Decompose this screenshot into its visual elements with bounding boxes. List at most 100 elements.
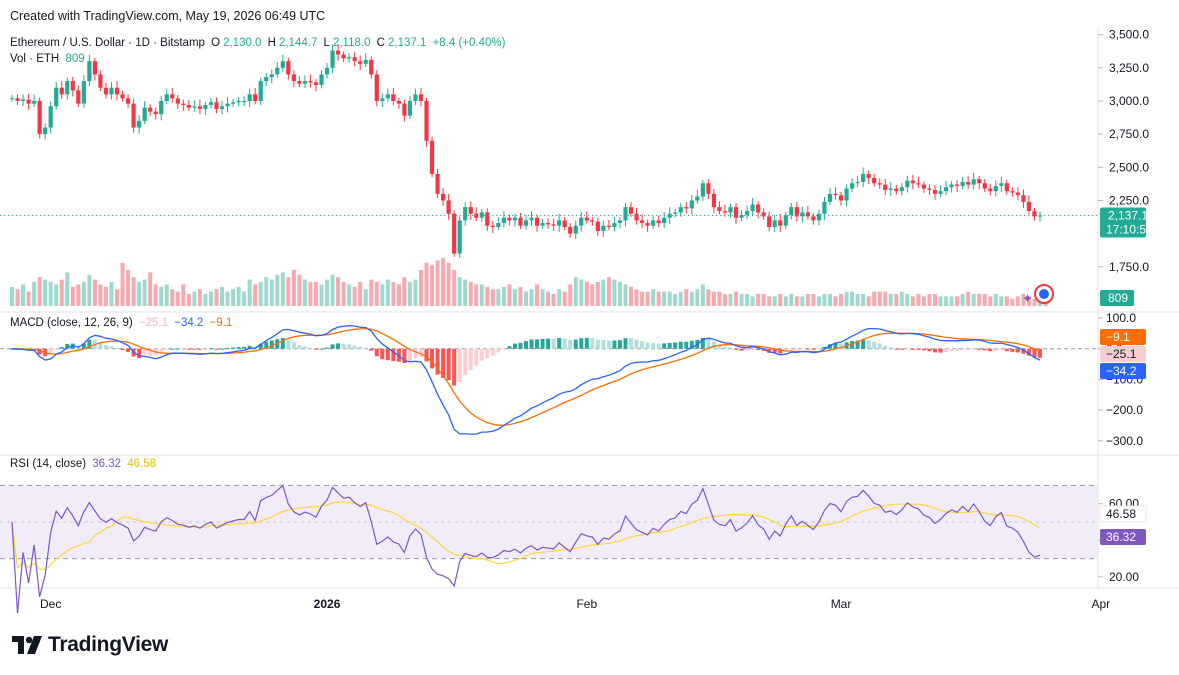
- candle-body: [540, 223, 545, 226]
- candle-body: [87, 61, 92, 82]
- volume-bar: [391, 282, 396, 306]
- volume-bar: [76, 284, 81, 306]
- candle-body: [247, 94, 252, 101]
- macd-histogram-bar: [468, 348, 473, 370]
- macd-histogram-bar: [910, 348, 915, 350]
- volume-tag: [1100, 290, 1134, 306]
- macd-histogram-bar: [982, 348, 987, 351]
- candle-body: [37, 100, 42, 135]
- candle-body: [866, 173, 871, 178]
- candle-body: [302, 81, 308, 84]
- macd-histogram-bar: [441, 348, 446, 378]
- volume-bar: [452, 270, 457, 306]
- candle-body: [308, 81, 313, 83]
- candle-body: [534, 217, 540, 226]
- candle-body: [131, 103, 136, 128]
- macd-histogram-bar: [606, 340, 611, 349]
- candle-body: [181, 103, 186, 105]
- volume-bar: [70, 286, 75, 306]
- macd-histogram-bar: [767, 348, 772, 353]
- candle-body: [877, 183, 882, 185]
- macd-label[interactable]: MACD (close, 12, 26, 9): [10, 317, 133, 329]
- macd-histogram-bar: [336, 343, 341, 349]
- volume-bar: [48, 282, 53, 306]
- candle-body: [407, 100, 413, 116]
- candle-body: [164, 94, 169, 101]
- candle-body: [1021, 195, 1026, 202]
- candle-body: [733, 207, 739, 218]
- candle-body: [894, 188, 899, 192]
- price-legend: Ethereum / U.S. Dollar · 1D · Bitstamp O…: [10, 37, 508, 49]
- candle-body: [872, 177, 877, 184]
- volume-bar: [584, 282, 589, 306]
- flag-event-dot: [1039, 289, 1049, 299]
- volume-bar: [1004, 296, 1009, 306]
- candle-body: [214, 102, 219, 109]
- volume-bar: [418, 270, 423, 306]
- time-tick-label: Apr: [1091, 597, 1110, 611]
- candle-body: [142, 107, 147, 121]
- macd-histogram-bar: [496, 348, 501, 353]
- macd-hist-value: −25.1: [138, 317, 169, 329]
- volume-bar: [689, 291, 694, 306]
- candle-body: [899, 187, 904, 192]
- volume-bar: [894, 294, 899, 306]
- macd-tick-label: 100.0: [1106, 311, 1136, 325]
- macd-histogram-bar: [418, 348, 423, 357]
- macd-histogram-bar: [822, 346, 827, 349]
- macd-histogram-bar: [1010, 348, 1015, 352]
- rsi-label[interactable]: RSI (14, close): [10, 458, 87, 470]
- macd-histogram-bar: [109, 346, 114, 349]
- macd-line: [11, 324, 1041, 435]
- macd-histogram-bar: [535, 339, 540, 349]
- volume-bar: [297, 274, 302, 306]
- volume-bar: [568, 284, 573, 306]
- candle-body: [838, 195, 844, 201]
- volume-bar: [971, 294, 976, 306]
- volume-bar: [159, 286, 164, 306]
- volume-label[interactable]: Vol · ETH: [10, 53, 60, 65]
- candle-body: [335, 50, 341, 55]
- macd-histogram-bar: [623, 338, 628, 349]
- symbol-title[interactable]: Ethereum / U.S. Dollar · 1D · Bitstamp: [10, 37, 205, 49]
- macd-histogram-bar: [391, 348, 396, 362]
- volume-bar: [833, 296, 838, 306]
- rsi-tick-label: 20.00: [1109, 570, 1139, 584]
- volume-bar: [595, 282, 600, 306]
- volume-bar: [142, 279, 147, 306]
- volume-bar: [341, 282, 346, 306]
- macd-value-label: −25.1: [1106, 347, 1137, 361]
- volume-bar: [800, 296, 805, 306]
- volume-bar: [573, 277, 578, 306]
- time-tick-label: Dec: [40, 597, 61, 611]
- macd-histogram-bar: [142, 348, 147, 357]
- macd-histogram-bar: [921, 348, 926, 351]
- candle-body: [48, 106, 53, 128]
- candle-body: [203, 104, 208, 109]
- macd-signal-value: −9.1: [209, 317, 233, 329]
- volume-bar: [131, 277, 136, 306]
- candle-body: [883, 184, 888, 190]
- macd-histogram-bar: [584, 337, 589, 349]
- macd-histogram-bar: [325, 347, 330, 349]
- candle-body: [120, 94, 125, 99]
- volume-bar: [181, 284, 186, 306]
- candle-body: [446, 200, 451, 214]
- macd-histogram-bar: [595, 339, 600, 349]
- volume-bar: [153, 284, 158, 306]
- macd-histogram-bar: [253, 346, 258, 349]
- macd-histogram-bar: [186, 348, 191, 350]
- candle-body: [324, 67, 330, 75]
- volume-bar: [148, 272, 153, 306]
- macd-histogram-bar: [474, 348, 479, 366]
- logo-text: TradingView: [48, 633, 169, 656]
- volume-bar: [977, 294, 982, 306]
- high-value: 2,144.7: [278, 37, 318, 49]
- macd-histogram-bar: [966, 348, 971, 351]
- macd-histogram-bar: [634, 339, 639, 349]
- candle-body: [275, 67, 280, 75]
- candle-body: [932, 189, 938, 194]
- volume-bar: [761, 294, 766, 306]
- candle-body: [523, 220, 529, 226]
